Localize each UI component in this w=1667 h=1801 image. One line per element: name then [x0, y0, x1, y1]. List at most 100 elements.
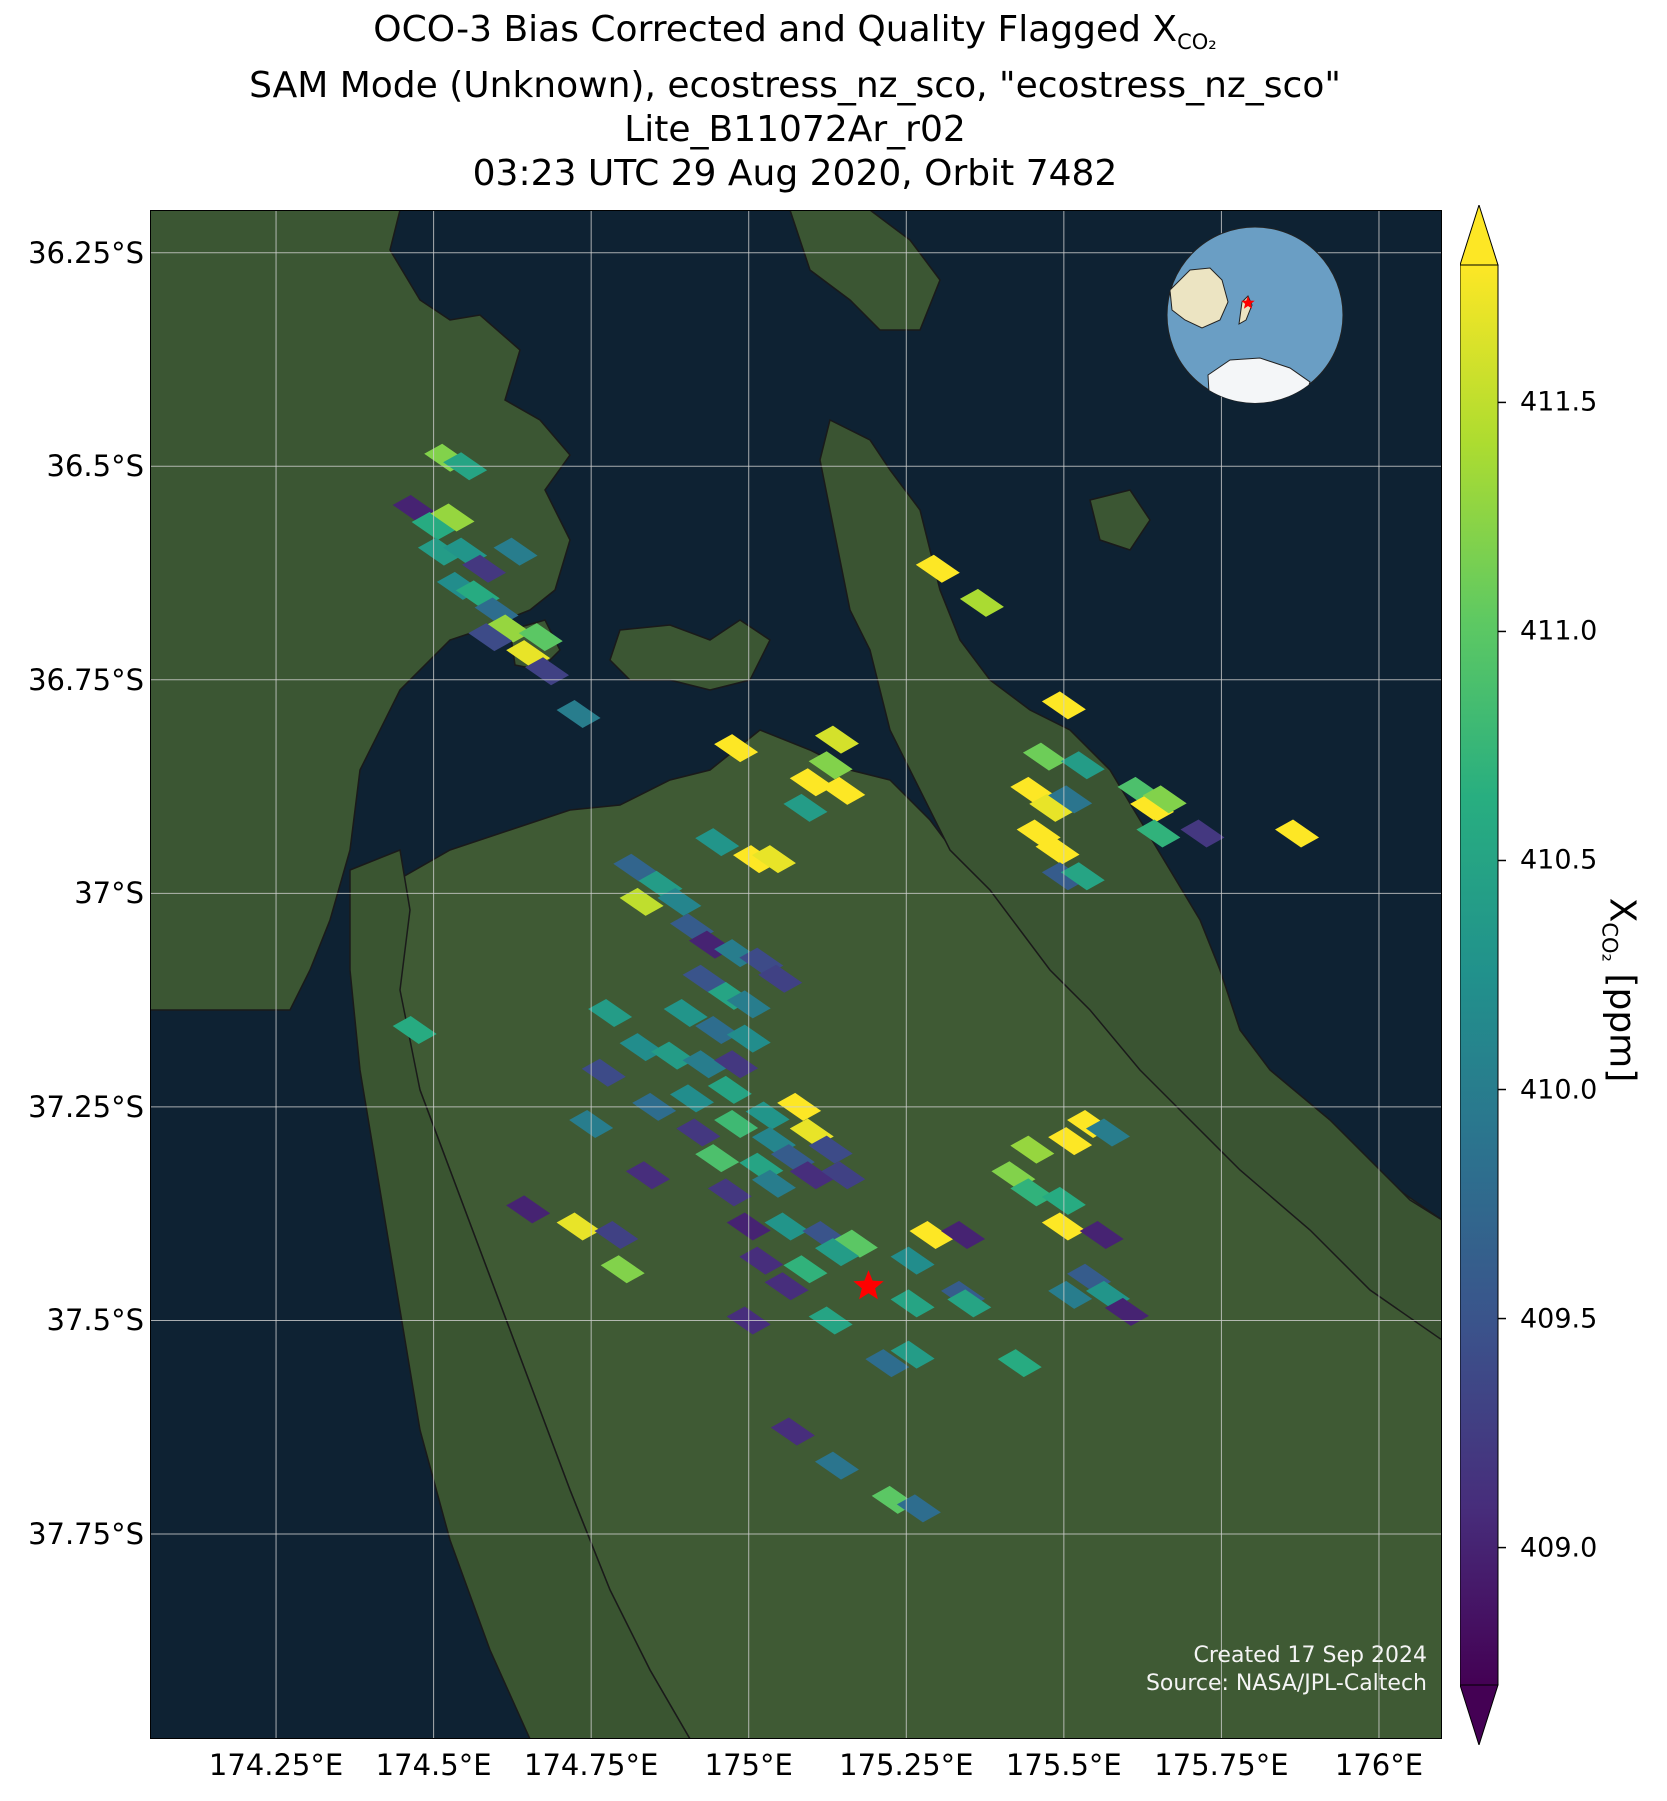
latitude-tick-label: 37.75°S — [28, 1516, 144, 1551]
map-panel — [150, 210, 1442, 1739]
sounding-footprint — [663, 998, 708, 1027]
latitude-tick-label: 37°S — [74, 876, 144, 911]
sounding-footprint — [714, 734, 759, 763]
sounding-footprint — [751, 845, 796, 874]
colorbar-tick-label: 409.0 — [1520, 1532, 1598, 1564]
sounding-footprint — [909, 1221, 954, 1250]
sounding-footprint — [1104, 1297, 1149, 1326]
sounding-footprint — [959, 588, 1004, 617]
sounding-footprint — [890, 1340, 935, 1369]
colorbar-extend-top — [1460, 205, 1499, 266]
sounding-footprint — [1142, 785, 1187, 814]
longitude-tick-label: 176°E — [1334, 1748, 1424, 1782]
sounding-footprint — [997, 1349, 1042, 1378]
sounding-footprint — [783, 793, 828, 822]
sounding-footprint — [468, 623, 513, 652]
longitude-tick-label: 174.75°E — [524, 1748, 659, 1782]
sounding-footprint — [493, 537, 538, 566]
sounding-footprint — [1136, 819, 1181, 848]
sounding-footprint — [588, 998, 633, 1027]
sounding-footprint — [814, 1451, 859, 1480]
sounding-footprint — [1180, 819, 1225, 848]
sounding-footprint — [770, 1417, 815, 1446]
longitude-tick-label: 175.25°E — [839, 1748, 974, 1782]
sounding-footprint — [682, 1050, 727, 1079]
sounding-footprint — [1048, 1280, 1093, 1309]
sounding-footprint — [890, 1246, 935, 1275]
target-star-marker — [853, 1270, 884, 1300]
sounding-footprint — [707, 1075, 752, 1104]
colorbar-label: XCO₂ [ppm] — [1597, 897, 1643, 1083]
sounding-footprint — [625, 1161, 670, 1190]
sounding-footprint — [1010, 1135, 1055, 1164]
colorbar-extend-bottom — [1460, 1684, 1499, 1745]
gridlines — [150, 210, 1442, 1739]
title-line-4: 03:23 UTC 29 Aug 2020, Orbit 7482 — [472, 153, 1118, 195]
sounding-footprint — [1060, 862, 1105, 891]
sounding-footprint — [896, 1494, 941, 1523]
sounding-footprint — [783, 1255, 828, 1284]
sounding-footprint — [676, 1118, 721, 1147]
title-line-1: OCO-3 Bias Corrected and Quality Flagged… — [373, 9, 1217, 55]
map-frame — [150, 210, 1442, 1739]
sounding-footprint — [506, 1195, 551, 1224]
colorbar-tick-label: 411.5 — [1520, 386, 1598, 418]
sounding-footprint — [695, 828, 740, 857]
credit-created: Created 17 Sep 2024 — [1193, 1643, 1428, 1668]
sounding-footprint — [947, 1289, 992, 1318]
credit-text: Created 17 Sep 2024 Source: NASA/JPL-Cal… — [1146, 1642, 1427, 1698]
sounding-footprint — [1060, 751, 1105, 780]
sounding-footprint — [1010, 1178, 1055, 1207]
target-layer — [853, 1270, 884, 1300]
latitude-tick-label: 36.25°S — [28, 235, 144, 270]
sounding-footprint — [890, 1289, 935, 1318]
latitude-tick-label: 36.5°S — [46, 449, 144, 484]
sounding-footprint — [600, 1255, 645, 1284]
sounding-footprint — [733, 845, 778, 874]
sounding-footprint — [518, 623, 563, 652]
colorbar — [1460, 205, 1506, 1745]
title-line-2: SAM Mode (Unknown), ecostress_nz_sco, "e… — [249, 65, 1341, 107]
sounding-footprint — [739, 1246, 784, 1275]
sounding-footprint — [764, 1212, 809, 1241]
sounding-footprint — [619, 887, 664, 916]
longitude-tick-label: 174.25°E — [208, 1748, 344, 1782]
sounding-footprint — [613, 853, 658, 882]
land-layer — [150, 210, 1442, 1739]
inset-target-marker — [1241, 296, 1255, 309]
sounding-footprint — [430, 503, 475, 532]
colorbar-tick-label: 410.0 — [1520, 1074, 1598, 1106]
sounding-footprint — [808, 751, 853, 780]
title-line-3: Lite_B11072Ar_r02 — [624, 109, 966, 151]
sounding-footprint — [670, 1084, 715, 1113]
sounding-footprint — [417, 537, 462, 566]
sounding-footprint — [1048, 1127, 1093, 1156]
sounding-footprint — [651, 1041, 696, 1070]
sounding-footprint — [808, 1135, 853, 1164]
land-coromandel — [819, 418, 1442, 1341]
longitude-tick-label: 175.5°E — [1005, 1748, 1122, 1782]
sounding-footprint — [745, 1101, 790, 1130]
antarctica-shape — [1207, 357, 1311, 403]
colorbar-tick-label: 410.5 — [1520, 844, 1598, 876]
sounding-footprint — [764, 1272, 809, 1301]
longitude-tick-label: 175.75°E — [1154, 1748, 1289, 1782]
sounding-footprint — [833, 1229, 878, 1258]
sounding-footprint — [714, 1050, 759, 1079]
sounding-footprint — [789, 768, 834, 797]
sounding-footprint — [1022, 742, 1067, 771]
sounding-footprint — [1085, 1118, 1130, 1147]
sounding-footprint — [1029, 793, 1074, 822]
colorbar-tick-label: 409.5 — [1520, 1303, 1598, 1335]
sounding-footprint — [789, 1161, 834, 1190]
land-ponui-island — [1089, 489, 1151, 551]
sounding-footprint — [758, 964, 803, 993]
latitude-tick-label: 37.5°S — [46, 1303, 144, 1338]
sounding-footprint — [556, 699, 601, 728]
sounding-footprint — [657, 887, 702, 916]
land-great-barrier-island — [789, 210, 941, 331]
sounding-footprint — [1275, 819, 1320, 848]
sounding-footprint — [695, 1016, 740, 1045]
sounding-footprint — [751, 1169, 796, 1198]
sounding-footprint — [594, 1221, 639, 1250]
